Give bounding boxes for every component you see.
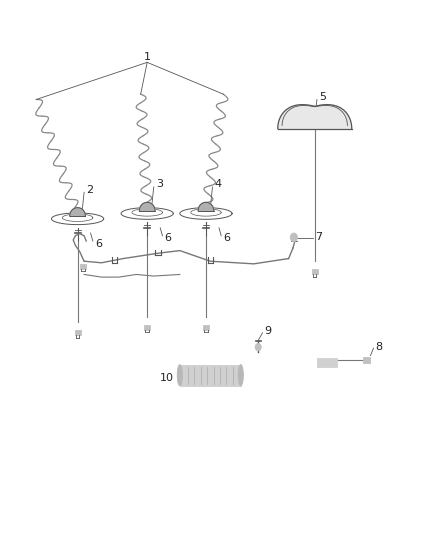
Bar — [364, 357, 371, 363]
Text: 9: 9 — [265, 326, 272, 336]
Text: 6: 6 — [223, 233, 230, 244]
Text: 2: 2 — [86, 184, 93, 195]
Bar — [180, 365, 241, 386]
Bar — [80, 264, 86, 269]
Bar — [74, 330, 81, 335]
Polygon shape — [139, 203, 155, 211]
Polygon shape — [70, 208, 85, 216]
Text: 6: 6 — [95, 239, 102, 249]
Circle shape — [255, 343, 261, 351]
Text: 1: 1 — [144, 52, 151, 62]
Text: 6: 6 — [165, 233, 172, 244]
Ellipse shape — [238, 365, 244, 386]
Text: 7: 7 — [315, 232, 322, 243]
Text: 3: 3 — [156, 179, 163, 189]
Circle shape — [290, 233, 297, 241]
Text: 10: 10 — [160, 373, 174, 383]
Bar — [312, 269, 318, 274]
Polygon shape — [198, 203, 214, 211]
Ellipse shape — [177, 365, 183, 386]
Bar — [317, 358, 336, 367]
Text: 5: 5 — [319, 92, 326, 102]
Bar — [144, 325, 150, 330]
Bar — [203, 325, 209, 330]
Polygon shape — [278, 104, 352, 128]
Text: 8: 8 — [376, 342, 383, 352]
Text: 4: 4 — [215, 179, 222, 189]
